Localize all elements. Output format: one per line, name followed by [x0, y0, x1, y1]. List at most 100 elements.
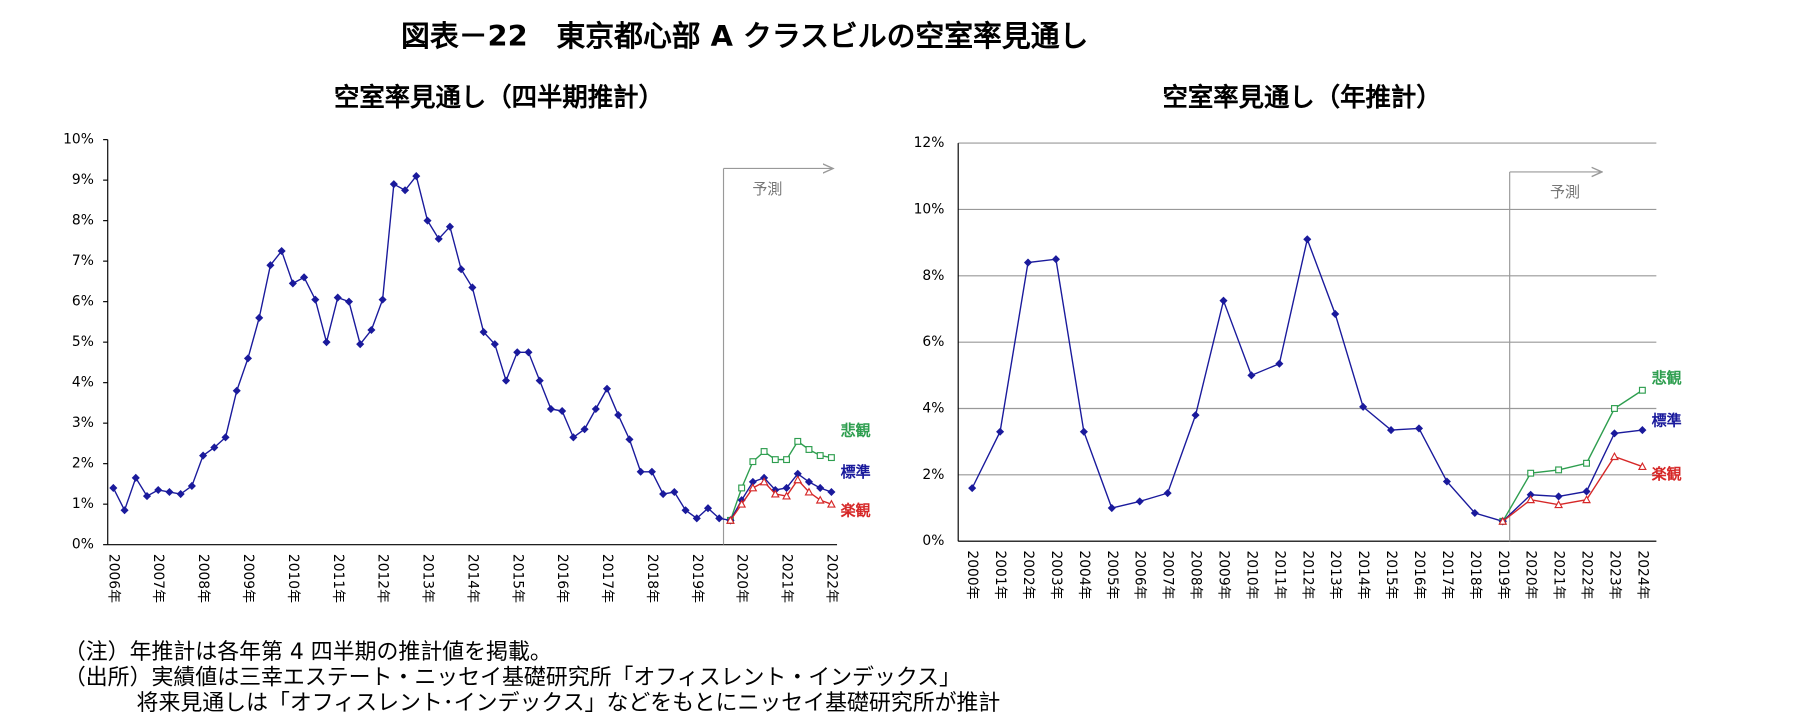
marker	[367, 325, 376, 335]
chart-title: 空室率見通し（年推計）	[1163, 82, 1442, 112]
x-tick-label: 2011年	[1271, 550, 1287, 599]
x-tick-label: 2016年	[1411, 550, 1427, 599]
marker	[1582, 487, 1591, 496]
marker	[614, 411, 623, 420]
marker	[221, 433, 230, 442]
x-tick-label: 2015年	[509, 554, 525, 603]
marker	[1582, 495, 1591, 504]
marker	[783, 456, 791, 464]
marker	[670, 487, 679, 497]
x-tick-label: 2008年	[195, 554, 211, 603]
marker	[1526, 490, 1535, 499]
marker	[1442, 477, 1451, 486]
x-tick-label: 2019年	[689, 554, 705, 603]
x-tick-label: 2023年	[1606, 550, 1622, 599]
marker	[1191, 411, 1200, 420]
x-tick-label: 2013年	[1327, 550, 1343, 599]
marker	[142, 492, 152, 501]
marker	[782, 483, 791, 493]
marker	[300, 273, 309, 282]
marker	[996, 427, 1005, 436]
marker	[1610, 451, 1619, 461]
marker	[412, 172, 421, 181]
marker	[176, 490, 185, 499]
marker	[1331, 309, 1340, 318]
marker	[154, 485, 163, 495]
chart-title: 空室率見通し（四半期推計）	[334, 82, 664, 112]
y-tick-label: 4%	[922, 401, 944, 417]
marker	[558, 406, 567, 416]
x-tick-label: 2007年	[1160, 550, 1176, 599]
series-line	[729, 478, 832, 521]
main-title: 図表－22 東京都心部 A クラスビルの空室率見通し	[401, 19, 1088, 53]
y-tick-label: 9%	[72, 172, 94, 188]
marker	[311, 295, 320, 304]
x-tick-label: 2018年	[1467, 550, 1483, 599]
marker	[805, 446, 813, 453]
marker	[501, 376, 511, 385]
marker	[1023, 258, 1033, 267]
y-tick-label: 2%	[72, 456, 94, 472]
marker	[647, 467, 656, 476]
x-tick-label: 2009年	[240, 554, 256, 603]
marker	[738, 484, 746, 492]
marker	[423, 216, 432, 225]
marker	[1247, 371, 1256, 380]
marker	[120, 506, 129, 515]
series-line	[729, 440, 832, 521]
marker	[625, 435, 634, 444]
marker	[445, 222, 454, 231]
marker	[580, 425, 589, 434]
marker	[715, 514, 724, 523]
marker	[1554, 500, 1564, 509]
marker	[759, 477, 769, 486]
marker	[513, 348, 522, 357]
marker	[1527, 469, 1535, 477]
marker	[165, 487, 174, 497]
x-tick-label: 2021年	[1551, 550, 1567, 599]
series-label: 標準	[841, 463, 871, 481]
marker	[243, 354, 253, 363]
x-tick-label: 2024年	[1634, 550, 1650, 599]
series-line	[1502, 455, 1643, 522]
marker	[659, 490, 668, 499]
marker	[401, 186, 410, 195]
x-tick-label: 2003年	[1048, 550, 1064, 599]
x-tick-label: 2022年	[1579, 550, 1595, 599]
x-tick-label: 2004年	[1076, 550, 1092, 599]
marker	[771, 456, 779, 464]
marker	[546, 404, 555, 414]
marker	[255, 313, 264, 322]
series-label: 楽観	[841, 502, 871, 520]
annotation: 予測	[1550, 183, 1580, 201]
note: （注）年推計は各年第 4 四半期の推計値を掲載。	[64, 640, 552, 665]
marker	[322, 338, 331, 347]
marker	[1163, 489, 1172, 498]
marker	[333, 293, 342, 302]
marker	[288, 279, 297, 288]
marker	[232, 386, 241, 395]
marker	[726, 515, 735, 524]
x-tick-label: 2006年	[1132, 550, 1148, 599]
marker	[793, 475, 803, 484]
marker	[827, 454, 835, 462]
x-tick-label: 2017年	[1439, 550, 1455, 599]
marker	[1638, 426, 1647, 435]
marker	[457, 265, 466, 274]
marker	[434, 234, 443, 243]
annotation: 予測	[752, 180, 782, 198]
x-tick-label: 2000年	[964, 550, 980, 599]
marker	[535, 376, 544, 385]
series-line	[112, 174, 731, 522]
marker	[187, 481, 196, 490]
marker	[703, 504, 713, 513]
y-tick-label: 8%	[72, 213, 94, 229]
series-label: 悲観	[1652, 369, 1682, 387]
marker	[344, 297, 353, 306]
x-tick-label: 2022年	[823, 554, 839, 603]
x-tick-label: 2007年	[150, 554, 166, 603]
x-tick-label: 2005年	[1104, 550, 1120, 599]
y-tick-label: 5%	[72, 334, 94, 350]
marker	[1526, 495, 1536, 504]
